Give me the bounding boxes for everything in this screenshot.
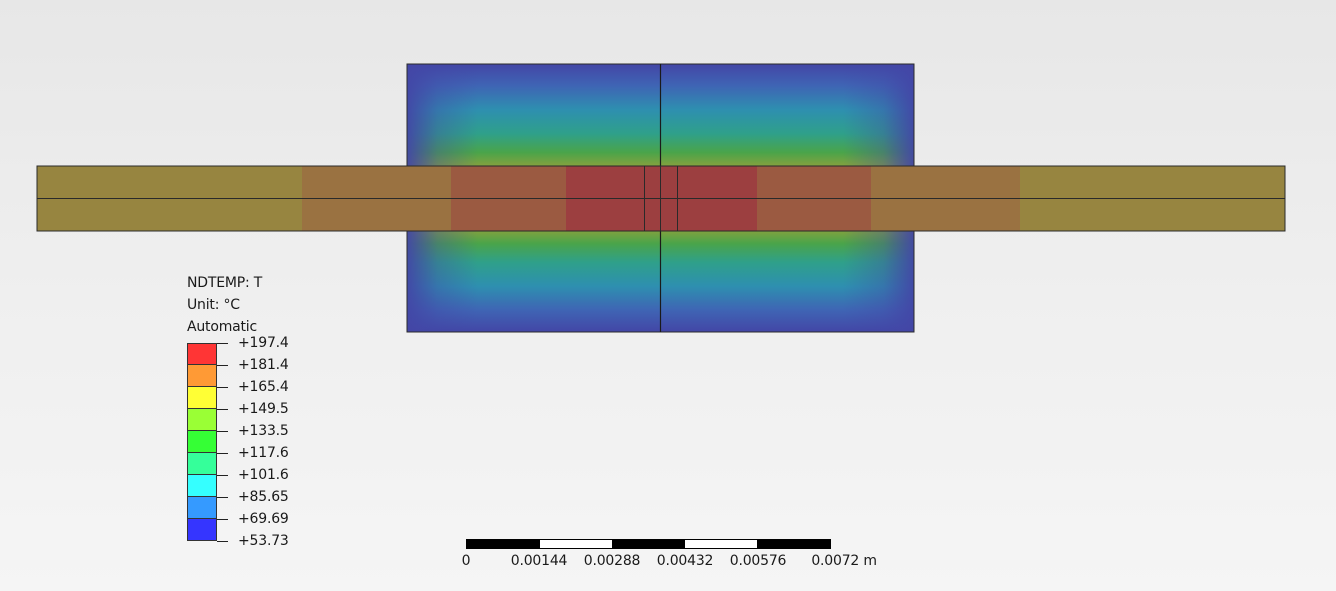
legend-swatch [187,431,217,453]
legend-tick [217,365,228,366]
legend-value-label: +53.73 [238,533,289,549]
legend-value-label: +85.65 [238,489,289,505]
scale-bar-label: 0.00576 [729,553,787,569]
scale-bar-segment [757,540,830,548]
legend-value-label: +69.69 [238,511,289,527]
legend-swatch [187,409,217,431]
legend-tick [217,343,228,344]
scale-bar-label: 0.00432 [656,553,714,569]
legend-value-label: +101.6 [238,467,289,483]
legend-swatch [187,497,217,519]
legend-tick [217,519,228,520]
legend-mode: Automatic [187,319,257,335]
legend-unit: Unit: °C [187,297,240,313]
legend-value-label: +117.6 [238,445,289,461]
scale-bar-segment [539,540,613,548]
legend-variable: NDTEMP: T [187,275,263,291]
legend-color-scale: +197.4 +181.4 +165.4 +149.5 +133.5 +117.6 +101… [187,336,327,563]
scale-bar-segment [612,540,685,548]
legend-swatch [187,453,217,475]
legend-swatch [187,343,217,365]
legend-value-label: +181.4 [238,357,289,373]
scale-bar-label: 0.00144 [510,553,568,569]
legend-swatch [187,519,217,541]
legend-tick [217,475,228,476]
legend-value-label: +133.5 [238,423,289,439]
legend-tick [217,431,228,432]
scale-bar: 0 0.00144 0.00288 0.00432 0.00576 0.0072 m [462,539,877,569]
scale-bar-segment [684,540,758,548]
scale-bar-segment [467,540,540,548]
scale-bar-graphic [466,539,831,549]
legend-tick [217,409,228,410]
scale-bar-label: 0 [461,553,471,569]
legend-value-label: +149.5 [238,401,289,417]
legend-swatch [187,387,217,409]
scale-bar-label: 0.00288 [583,553,641,569]
legend-swatch [187,365,217,387]
color-legend: NDTEMP: T Unit: °C Automatic +197.4 +181.… [187,272,327,563]
legend-value-label: +197.4 [238,335,289,351]
legend-tick [217,541,228,542]
legend-value-label: +165.4 [238,379,289,395]
legend-tick [217,387,228,388]
legend-tick [217,497,228,498]
legend-swatch [187,475,217,497]
plate-mesh-lines [36,165,1286,232]
scale-bar-label: 0.0072 m [811,553,877,569]
legend-tick [217,453,228,454]
